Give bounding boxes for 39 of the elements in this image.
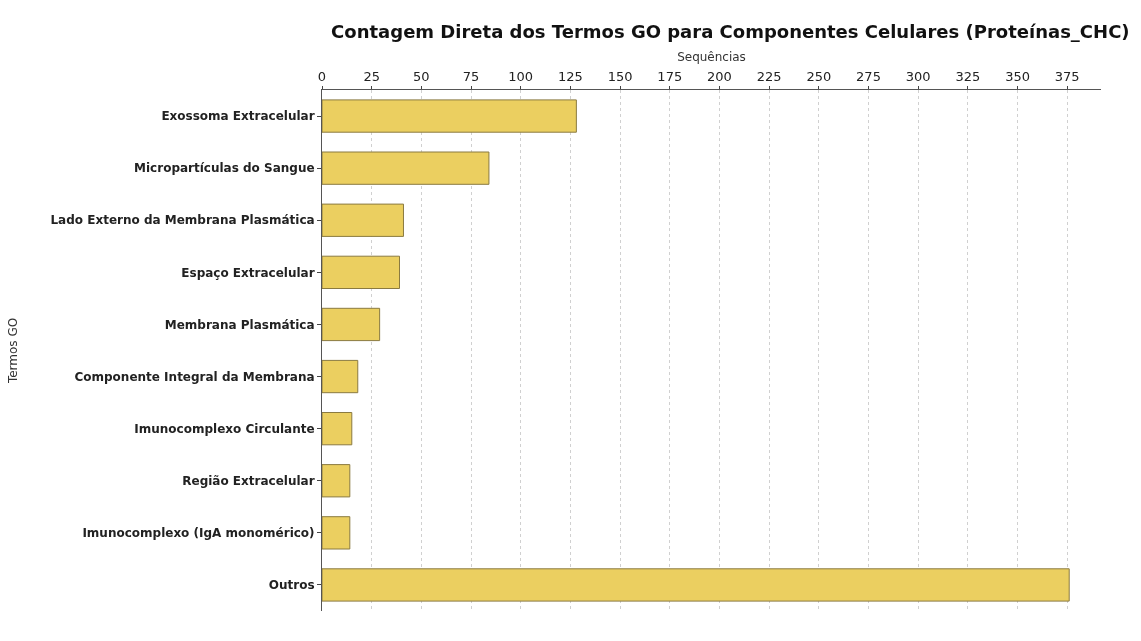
- x-tick-label: 300: [905, 68, 931, 84]
- y-tick-label: Espaço Extracelular: [181, 265, 315, 280]
- y-tick-label: Exossoma Extracelular: [161, 109, 315, 124]
- bar: [322, 568, 1070, 602]
- x-tick-label: 175: [657, 68, 683, 84]
- bar: [322, 464, 351, 498]
- x-tick-label: 50: [413, 68, 430, 84]
- bar: [322, 359, 359, 394]
- x-tick-label: 325: [955, 68, 981, 84]
- y-tick-label: Imunocomplexo (IgA monomérico): [82, 526, 315, 541]
- bar: [322, 516, 351, 550]
- x-tick-label: 100: [508, 68, 534, 84]
- chart-title: Contagem Direta dos Termos GO para Componentes Celulares (Proteínas_CHC): [331, 21, 1130, 43]
- bar: [322, 307, 381, 342]
- x-tick-label: 275: [856, 68, 881, 84]
- x-tick-label: 75: [462, 68, 480, 84]
- x-tick-label: 0: [317, 68, 327, 84]
- y-tick-label: Componente Integral da Membrana: [74, 369, 315, 384]
- bar: [322, 203, 404, 237]
- x-tick-label: 25: [363, 68, 380, 84]
- x-tick-label: 225: [756, 68, 782, 84]
- x-axis-title: Sequências: [677, 50, 746, 65]
- y-axis-title: Termos GO: [5, 317, 20, 385]
- bar: [322, 99, 577, 133]
- y-tick-label: Membrana Plasmática: [164, 317, 315, 332]
- x-tick-label: 250: [806, 68, 832, 84]
- bar: [322, 151, 490, 185]
- x-tick-label: 125: [558, 68, 583, 84]
- x-tick-label: 200: [707, 68, 732, 84]
- y-tick-label: Imunocomplexo Circulante: [134, 421, 315, 436]
- y-tick-label: Região Extracelular: [182, 473, 315, 488]
- y-tick-label: Micropartículas do Sangue: [134, 161, 315, 176]
- x-tick-label: 150: [607, 68, 633, 84]
- bar: [322, 255, 400, 289]
- bar: [322, 412, 353, 446]
- y-tick-label: Lado Externo da Membrana Plasmática: [50, 213, 315, 228]
- x-tick-label: 375: [1054, 68, 1080, 84]
- y-tick-label: Outros: [268, 578, 315, 593]
- x-tick-label: 350: [1005, 68, 1030, 84]
